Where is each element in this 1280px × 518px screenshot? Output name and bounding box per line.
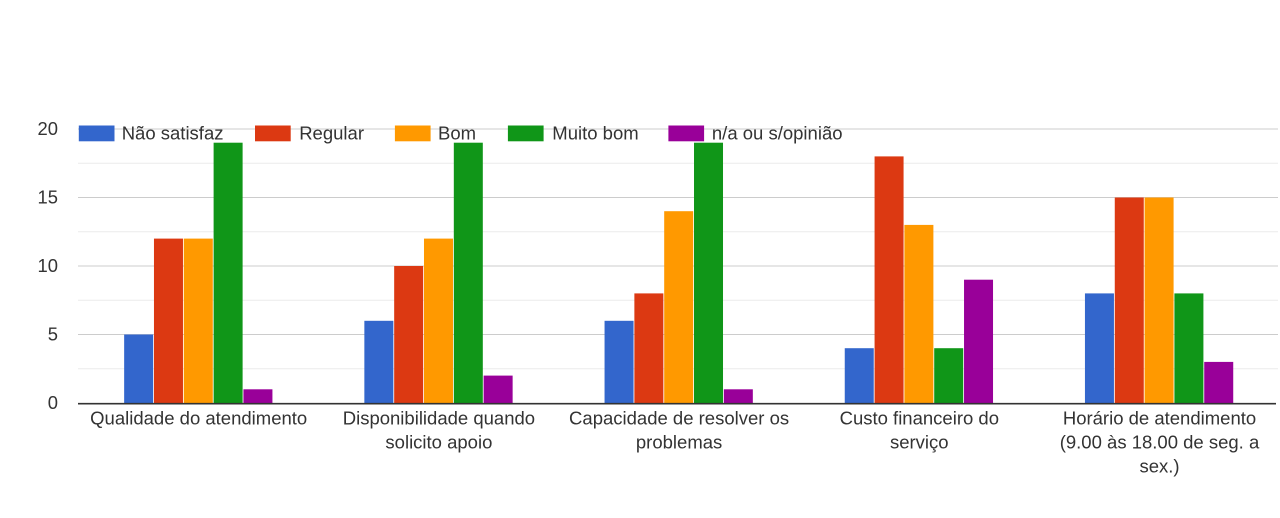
svg-text:Qualidade do atendimento: Qualidade do atendimento (90, 407, 307, 428)
svg-text:Regular: Regular (299, 123, 364, 144)
svg-text:(9.00 às 18.00 de seg. a: (9.00 às 18.00 de seg. a (1060, 431, 1260, 452)
svg-text:5: 5 (48, 323, 58, 344)
svg-text:10: 10 (38, 255, 58, 276)
svg-text:sex.): sex.) (1139, 455, 1179, 476)
svg-text:Não satisfaz: Não satisfaz (122, 123, 224, 144)
svg-text:Disponibilidade quando: Disponibilidade quando (343, 407, 535, 428)
svg-text:15: 15 (38, 186, 58, 207)
svg-text:n/a ou s/opinião: n/a ou s/opinião (712, 123, 843, 144)
svg-text:20: 20 (38, 118, 58, 139)
svg-text:problemas: problemas (636, 431, 722, 452)
svg-text:Horário de atendimento: Horário de atendimento (1063, 407, 1256, 428)
svg-text:Muito bom: Muito bom (552, 123, 638, 144)
svg-text:0: 0 (48, 392, 58, 413)
svg-text:Bom: Bom (438, 123, 476, 144)
svg-text:solicito apoio: solicito apoio (385, 431, 492, 452)
svg-text:Capacidade de resolver os: Capacidade de resolver os (569, 407, 789, 428)
svg-text:serviço: serviço (890, 431, 949, 452)
svg-text:Custo financeiro do: Custo financeiro do (840, 407, 999, 428)
